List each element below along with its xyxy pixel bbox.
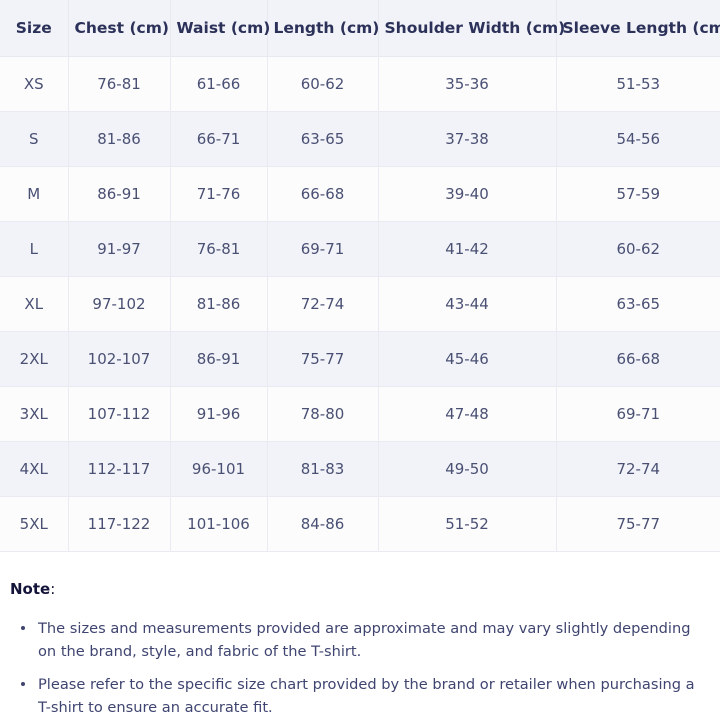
cell-shoulder: 47-48 (378, 386, 557, 442)
table-header-row: Size Chest (cm) Waist (cm) Length (cm) S… (0, 0, 720, 57)
cell-sleeve: 66-68 (556, 331, 720, 387)
table-row: XL 97-102 81-86 72-74 43-44 63-65 (0, 276, 720, 332)
notes-list: The sizes and measurements provided are … (10, 617, 706, 720)
cell-length: 60-62 (267, 56, 379, 112)
cell-waist: 86-91 (170, 331, 268, 387)
cell-length: 78-80 (267, 386, 379, 442)
cell-size: 2XL (0, 331, 69, 387)
notes-title-colon: : (50, 579, 56, 598)
table-header: Size Chest (cm) Waist (cm) Length (cm) S… (0, 0, 720, 57)
table-row: 5XL 117-122 101-106 84-86 51-52 75-77 (0, 496, 720, 552)
list-item-text: Please refer to the specific size chart … (38, 675, 695, 717)
bullet-icon (21, 625, 25, 630)
cell-chest: 117-122 (68, 496, 171, 552)
column-header-length: Length (cm) (267, 0, 379, 57)
column-header-shoulder: Shoulder Width (cm) (378, 0, 565, 57)
cell-shoulder: 39-40 (378, 166, 557, 222)
cell-sleeve: 72-74 (556, 441, 720, 497)
cell-sleeve: 54-56 (556, 111, 720, 167)
cell-chest: 107-112 (68, 386, 171, 442)
cell-waist: 96-101 (170, 441, 268, 497)
cell-size: 5XL (0, 496, 69, 552)
cell-chest: 112-117 (68, 441, 171, 497)
cell-shoulder: 35-36 (378, 56, 557, 112)
cell-sleeve: 69-71 (556, 386, 720, 442)
cell-length: 72-74 (267, 276, 379, 332)
column-header-size: Size (0, 0, 69, 57)
cell-sleeve: 75-77 (556, 496, 720, 552)
cell-sleeve: 51-53 (556, 56, 720, 112)
cell-shoulder: 41-42 (378, 221, 557, 277)
table-row: 4XL 112-117 96-101 81-83 49-50 72-74 (0, 441, 720, 497)
list-item-text: The sizes and measurements provided are … (38, 619, 691, 661)
cell-size: 3XL (0, 386, 69, 442)
cell-chest: 97-102 (68, 276, 171, 332)
table-row: 3XL 107-112 91-96 78-80 47-48 69-71 (0, 386, 720, 442)
cell-chest: 81-86 (68, 111, 171, 167)
cell-shoulder: 51-52 (378, 496, 557, 552)
cell-chest: 91-97 (68, 221, 171, 277)
list-item: The sizes and measurements provided are … (10, 617, 706, 664)
cell-waist: 61-66 (170, 56, 268, 112)
table-row: S 81-86 66-71 63-65 37-38 54-56 (0, 111, 720, 167)
cell-length: 63-65 (267, 111, 379, 167)
column-header-chest: Chest (cm) (68, 0, 171, 57)
cell-length: 84-86 (267, 496, 379, 552)
cell-shoulder: 43-44 (378, 276, 557, 332)
cell-length: 81-83 (267, 441, 379, 497)
cell-size: M (0, 166, 69, 222)
cell-sleeve: 63-65 (556, 276, 720, 332)
cell-waist: 76-81 (170, 221, 268, 277)
cell-size: XS (0, 56, 69, 112)
cell-shoulder: 45-46 (378, 331, 557, 387)
size-chart-table: Size Chest (cm) Waist (cm) Length (cm) S… (0, 0, 720, 552)
cell-size: XL (0, 276, 69, 332)
table-row: L 91-97 76-81 69-71 41-42 60-62 (0, 221, 720, 277)
notes-section: Note: The sizes and measurements provide… (0, 552, 720, 720)
list-item: Please refer to the specific size chart … (10, 673, 706, 720)
cell-waist: 101-106 (170, 496, 268, 552)
cell-shoulder: 49-50 (378, 441, 557, 497)
cell-length: 69-71 (267, 221, 379, 277)
cell-sleeve: 60-62 (556, 221, 720, 277)
cell-waist: 66-71 (170, 111, 268, 167)
table-row: M 86-91 71-76 66-68 39-40 57-59 (0, 166, 720, 222)
cell-size: S (0, 111, 69, 167)
cell-size: L (0, 221, 69, 277)
cell-waist: 91-96 (170, 386, 268, 442)
column-header-sleeve: Sleeve Length (cm) (556, 0, 720, 57)
cell-chest: 76-81 (68, 56, 171, 112)
cell-waist: 71-76 (170, 166, 268, 222)
cell-size: 4XL (0, 441, 69, 497)
cell-sleeve: 57-59 (556, 166, 720, 222)
table-row: XS 76-81 61-66 60-62 35-36 51-53 (0, 56, 720, 112)
cell-length: 66-68 (267, 166, 379, 222)
column-header-waist: Waist (cm) (170, 0, 270, 57)
bullet-icon (21, 681, 25, 686)
cell-chest: 102-107 (68, 331, 171, 387)
cell-length: 75-77 (267, 331, 379, 387)
notes-title: Note: (10, 579, 706, 598)
table-row: 2XL 102-107 86-91 75-77 45-46 66-68 (0, 331, 720, 387)
cell-shoulder: 37-38 (378, 111, 557, 167)
table-body: XS 76-81 61-66 60-62 35-36 51-53 S 81-86… (0, 56, 720, 552)
cell-waist: 81-86 (170, 276, 268, 332)
cell-chest: 86-91 (68, 166, 171, 222)
notes-title-label: Note (10, 579, 51, 598)
